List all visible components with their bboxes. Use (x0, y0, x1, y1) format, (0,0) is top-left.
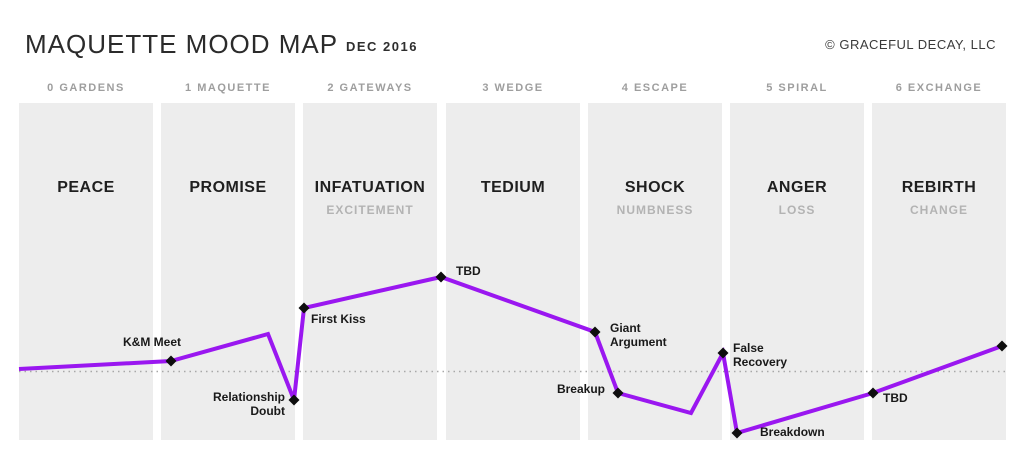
column-panel: ANGER LOSS (730, 103, 864, 440)
data-point-marker (612, 387, 624, 399)
mood-label: TEDIUM (480, 179, 546, 196)
column-panel: TEDIUM (446, 103, 580, 440)
mood-label: SHOCK (624, 179, 686, 196)
mood-label: PROMISE (189, 179, 267, 196)
data-point-marker (996, 340, 1008, 352)
column-panel: INFATUATION EXCITEMENT (303, 103, 437, 440)
submood-label: NUMBNESS (616, 203, 694, 217)
date-label: DEC 2016 (346, 39, 418, 54)
data-point-marker (298, 302, 310, 314)
mood-line (18, 274, 1003, 436)
submood-label: LOSS (778, 203, 816, 217)
chapter-label: 4 ESCAPE (621, 82, 689, 94)
data-point-marker (288, 394, 300, 406)
chapter-label: 1 MAQUETTE (185, 82, 271, 94)
page-title: MAQUETTE MOOD MAP (25, 29, 339, 59)
chapter-label: 6 EXCHANGE (895, 82, 983, 94)
chapter-column-maquette: 1 MAQUETTE PROMISE (161, 82, 295, 440)
data-point-marker (165, 355, 177, 367)
column-panel: PEACE (19, 103, 153, 440)
chapter-label: 2 GATEWAYS (327, 82, 413, 94)
chapter-column-gateways: 2 GATEWAYS INFATUATION EXCITEMENT (303, 82, 437, 440)
column-panel: SHOCK NUMBNESS (588, 103, 722, 440)
mood-label: INFATUATION (314, 179, 426, 196)
chapter-label: 3 WEDGE (482, 82, 544, 94)
mood-label: PEACE (57, 179, 115, 196)
data-point-marker (717, 347, 729, 359)
data-point-marker (867, 387, 879, 399)
chapter-column-escape: 4 ESCAPE SHOCK NUMBNESS (588, 82, 722, 440)
column-panel: PROMISE (161, 103, 295, 440)
mood-label: REBIRTH (901, 179, 977, 196)
chapter-label: 0 GARDENS (47, 82, 125, 94)
chapter-column-wedge: 3 WEDGE TEDIUM (446, 82, 580, 440)
chapter-column-spiral: 5 SPIRAL ANGER LOSS (730, 82, 864, 440)
data-point-marker (589, 326, 601, 338)
copyright-label: © GRACEFUL DECAY, LLC (825, 37, 996, 52)
chapter-label: 5 SPIRAL (766, 82, 828, 94)
data-point-marker (731, 427, 743, 439)
submood-label: CHANGE (909, 203, 968, 217)
chapter-column-gardens: 0 GARDENS PEACE (19, 82, 153, 440)
data-point-marker (435, 271, 447, 283)
submood-label: EXCITEMENT (326, 203, 414, 217)
mood-label: ANGER (766, 179, 828, 196)
